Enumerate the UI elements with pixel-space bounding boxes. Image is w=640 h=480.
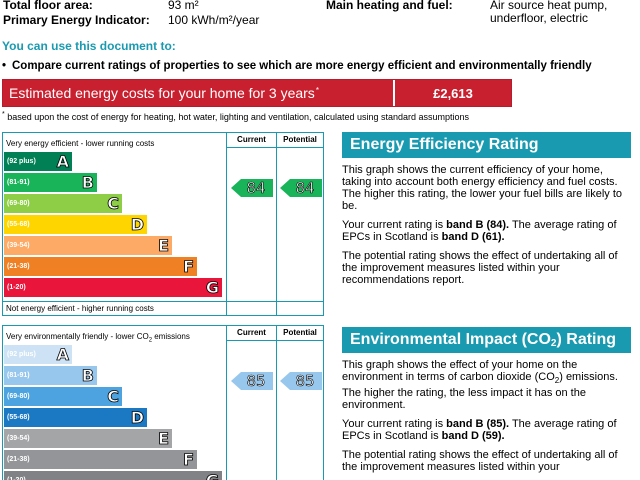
energy-cost-label: Estimated energy costs for your home for… xyxy=(3,80,395,106)
band-range: (1-20) xyxy=(7,284,26,291)
compare-bullet-item: • Compare current ratings of properties t… xyxy=(2,60,592,72)
rating-band-g: (1-20) G xyxy=(4,471,222,480)
band-letter: D xyxy=(130,215,144,235)
env-rating-description: This graph shows the effect of your home… xyxy=(342,359,632,480)
env-graph-top-label: Very environmentally friendly - lower CO… xyxy=(6,332,190,344)
band-letter: G xyxy=(205,471,219,480)
column-divider xyxy=(226,133,227,315)
band-letter: B xyxy=(81,366,94,386)
band-range: (81-91) xyxy=(7,179,30,186)
rating-band-e: (39-54) E xyxy=(4,236,172,255)
energy-potential-header: Potential xyxy=(283,135,317,144)
floor-area-value: 93 m² xyxy=(168,0,199,12)
cost-footnote: * based upon the cost of energy for heat… xyxy=(2,111,470,122)
band-range: (55-68) xyxy=(7,221,30,228)
env-potential-arrow: 85 xyxy=(280,372,322,390)
energy-para-1: This graph shows the current efficiency … xyxy=(342,164,623,212)
env-para-1: This graph shows the effect of your home… xyxy=(342,359,618,412)
rating-band-a: (92 plus) A xyxy=(4,345,72,364)
band-range: (39-54) xyxy=(7,435,30,442)
heating-label: Main heating and fuel: xyxy=(326,0,453,12)
band-letter: B xyxy=(81,173,94,193)
env-current-header: Current xyxy=(237,328,266,337)
pei-label: Primary Energy Indicator: xyxy=(3,13,150,27)
band-range: (55-68) xyxy=(7,414,30,421)
energy-rating-title: Energy Efficiency Rating xyxy=(342,132,631,158)
footer-divider xyxy=(3,301,323,302)
band-letter: A xyxy=(56,345,69,365)
bullet-icon: • xyxy=(2,60,7,72)
energy-potential-arrow: 84 xyxy=(280,179,322,197)
rating-band-d: (55-68) D xyxy=(4,408,147,427)
band-letter: E xyxy=(158,429,170,449)
band-letter: C xyxy=(107,194,120,214)
energy-graph-bottom-label: Not energy efficient - higher running co… xyxy=(6,304,154,313)
env-rating-title: Environmental Impact (CO 2) Rating xyxy=(342,327,631,353)
column-divider xyxy=(276,326,277,480)
energy-efficiency-graph: Very energy efficient - lower running co… xyxy=(2,132,324,316)
energy-current-arrow: 84 xyxy=(231,179,273,197)
band-range: (69-80) xyxy=(7,200,30,207)
band-range: (39-54) xyxy=(7,242,30,249)
env-potential-header: Potential xyxy=(283,328,317,337)
energy-para-2: Your current rating is band B (84). The … xyxy=(342,219,617,243)
energy-para-3: The potential rating shows the effect of… xyxy=(342,250,618,286)
column-divider xyxy=(226,326,227,480)
rating-band-b: (81-91) B xyxy=(4,173,97,192)
column-divider xyxy=(276,133,277,315)
band-range: (92 plus) xyxy=(7,158,36,165)
band-range: (21-38) xyxy=(7,456,30,463)
compare-text: Compare current ratings of properties to… xyxy=(12,60,592,72)
band-range: (1-20) xyxy=(7,477,26,480)
energy-cost-value: £2,613 xyxy=(395,80,511,106)
heating-value-line1: Air source heat pump, xyxy=(490,0,608,12)
pei-value: 100 kWh/m²/year xyxy=(168,13,260,27)
band-range: (81-91) xyxy=(7,372,30,379)
band-letter: D xyxy=(130,408,144,428)
rating-band-c: (69-80) C xyxy=(4,387,122,406)
energy-graph-top-label: Very energy efficient - lower running co… xyxy=(6,139,155,148)
band-range: (21-38) xyxy=(7,263,30,270)
energy-current-header: Current xyxy=(237,135,266,144)
band-range: (92 plus) xyxy=(7,351,36,358)
floor-area-label: Total floor area: xyxy=(3,0,93,12)
rating-band-g: (1-20) G xyxy=(4,278,222,297)
rating-band-e: (39-54) E xyxy=(4,429,172,448)
rating-band-b: (81-91) B xyxy=(4,366,97,385)
band-letter: A xyxy=(56,152,69,172)
use-document-heading: You can use this document to: xyxy=(2,39,176,53)
rating-band-f: (21-38) F xyxy=(4,450,197,469)
energy-cost-bar: Estimated energy costs for your home for… xyxy=(2,79,512,107)
environmental-impact-graph: Very environmentally friendly - lower CO… xyxy=(2,325,324,480)
band-letter: C xyxy=(107,387,120,407)
env-para-3: The potential rating shows the effect of… xyxy=(342,449,618,474)
rating-band-c: (69-80) C xyxy=(4,194,122,213)
band-range: (69-80) xyxy=(7,393,30,400)
rating-band-d: (55-68) D xyxy=(4,215,147,234)
header-divider xyxy=(226,147,323,148)
env-current-arrow: 85 xyxy=(231,372,273,390)
energy-rating-description: This graph shows the current efficiency … xyxy=(342,164,632,293)
env-para-2: Your current rating is band B (85). The … xyxy=(342,418,617,443)
band-letter: E xyxy=(158,236,170,256)
band-letter: F xyxy=(183,257,195,277)
header-divider xyxy=(226,340,323,341)
band-letter: F xyxy=(183,450,195,470)
rating-band-f: (21-38) F xyxy=(4,257,197,276)
band-letter: G xyxy=(205,278,219,298)
rating-band-a: (92 plus) A xyxy=(4,152,72,171)
heating-value-line2: underfloor, electric xyxy=(490,11,589,25)
